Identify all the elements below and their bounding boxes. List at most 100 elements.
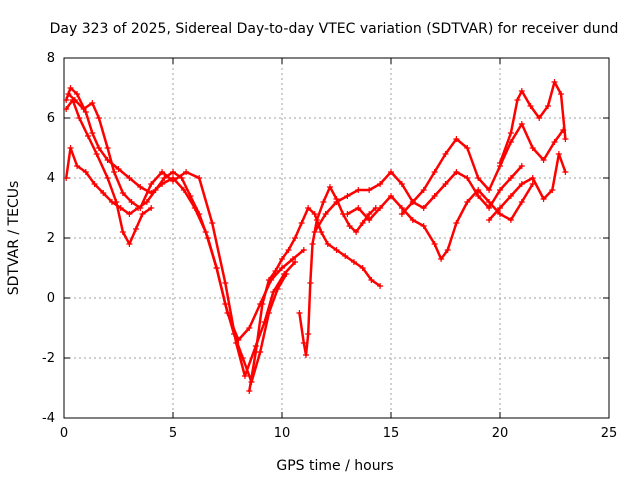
series-sat-k [486, 151, 569, 223]
series-line [498, 80, 567, 165]
data-point [366, 187, 373, 193]
data-point [283, 271, 290, 277]
data-point [344, 193, 351, 199]
data-point [558, 91, 565, 97]
data-point [63, 106, 70, 112]
data-point [187, 193, 194, 199]
data-point [241, 373, 248, 379]
data-point [104, 145, 111, 151]
data-point [333, 247, 340, 253]
data-point [115, 166, 122, 172]
data-point [265, 277, 272, 283]
y-tick-label: -4 [42, 411, 55, 426]
data-point [527, 103, 534, 109]
data-point [486, 199, 493, 205]
data-point [126, 175, 133, 181]
series-sat-f [296, 184, 379, 358]
data-point [65, 91, 72, 97]
data-point [93, 151, 100, 157]
data-point [518, 88, 525, 94]
data-point [346, 223, 353, 229]
data-point [63, 97, 70, 103]
data-point [279, 256, 285, 262]
x-tick-label: 15 [383, 426, 400, 441]
data-point [497, 205, 503, 211]
series-layer [63, 79, 569, 394]
data-point [95, 115, 102, 121]
data-point [152, 187, 159, 193]
data-point [318, 229, 325, 235]
data-point [279, 265, 285, 271]
data-point [366, 211, 373, 217]
grid [64, 58, 609, 418]
data-point [246, 388, 253, 394]
data-point [355, 187, 362, 193]
data-point [388, 169, 394, 175]
data-point [196, 211, 203, 217]
data-point [366, 217, 373, 223]
data-point [320, 199, 327, 205]
data-point [100, 190, 107, 196]
data-point [464, 145, 471, 151]
data-point [161, 175, 168, 181]
data-point [302, 352, 309, 358]
data-point [298, 220, 305, 226]
data-point [139, 211, 146, 217]
data-point [475, 193, 482, 199]
data-point [442, 181, 449, 187]
data-point [76, 115, 83, 121]
data-point [322, 211, 329, 217]
x-tick-label: 20 [492, 426, 509, 441]
data-point [209, 220, 216, 226]
data-point [74, 163, 81, 169]
data-point [551, 139, 558, 145]
data-point [222, 301, 229, 307]
data-point [562, 169, 569, 175]
data-point [475, 175, 482, 181]
data-point [507, 175, 514, 181]
data-point [252, 349, 259, 355]
data-point [377, 205, 384, 211]
data-point [95, 145, 102, 151]
series-sat-e [246, 205, 384, 394]
data-point [333, 199, 340, 205]
data-point [540, 157, 547, 163]
data-point [196, 175, 203, 181]
data-point [259, 301, 266, 307]
data-point [74, 91, 81, 97]
data-point [311, 229, 318, 235]
x-tick-label: 25 [601, 426, 618, 441]
data-point [126, 211, 133, 217]
data-point [453, 169, 460, 175]
data-point [409, 217, 416, 223]
series-sat-i [398, 121, 567, 217]
data-point [555, 151, 562, 157]
series-sat-g [311, 163, 525, 235]
data-point [67, 145, 74, 151]
data-point [311, 211, 318, 217]
data-point [497, 160, 503, 166]
data-point [398, 211, 405, 217]
data-point [309, 241, 316, 247]
data-point [453, 136, 460, 142]
data-point [292, 235, 299, 241]
data-point [178, 175, 185, 181]
data-point [326, 184, 333, 190]
data-point [148, 181, 155, 187]
data-point [213, 265, 220, 271]
data-point [148, 205, 155, 211]
y-tick-label: -2 [42, 351, 55, 366]
data-point [300, 340, 307, 346]
data-point [431, 169, 438, 175]
series-sat-j [497, 79, 569, 166]
data-point [551, 79, 558, 85]
y-axis-label: SDTVAR / TECUs [6, 181, 22, 296]
data-point [128, 199, 135, 205]
data-point [231, 331, 238, 337]
y-tick-label: 0 [47, 291, 55, 306]
data-point [67, 85, 74, 91]
data-point [170, 169, 176, 175]
data-point [420, 205, 427, 211]
data-point [63, 175, 70, 181]
